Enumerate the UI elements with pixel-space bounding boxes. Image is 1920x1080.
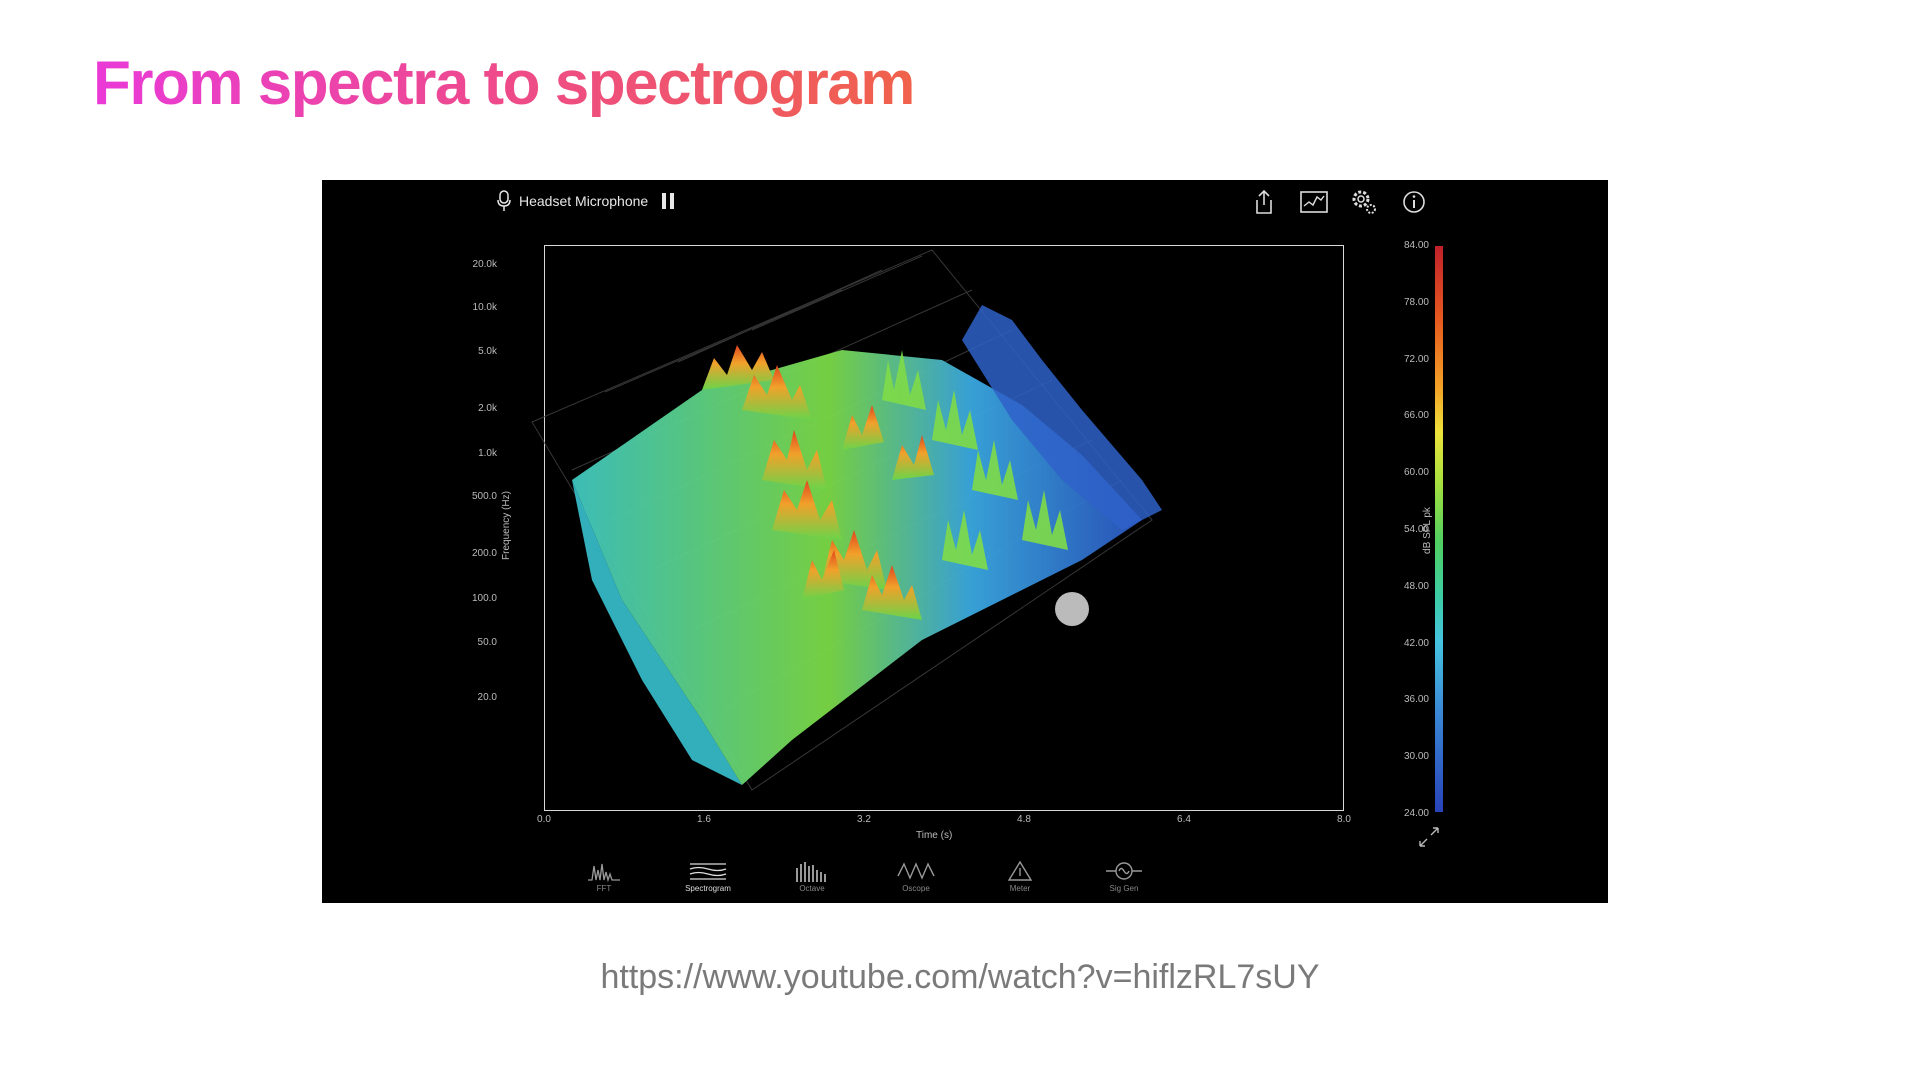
plot-area[interactable] bbox=[544, 245, 1344, 811]
colorbar-tick: 48.00 bbox=[1403, 580, 1429, 592]
y-tick: 500.0 bbox=[471, 491, 497, 502]
video-frame[interactable]: Headset Microphone bbox=[322, 180, 1608, 903]
graph-icon[interactable] bbox=[1298, 186, 1330, 218]
colorbar-tick: 78.00 bbox=[1403, 296, 1429, 308]
tab-label: Sig Gen bbox=[1109, 884, 1139, 893]
spectrogram-surface bbox=[531, 249, 1162, 791]
x-tick: 0.0 bbox=[537, 814, 551, 825]
x-tick: 4.8 bbox=[1017, 814, 1031, 825]
meter-icon bbox=[1007, 860, 1033, 881]
spectrogram-icon bbox=[689, 863, 727, 880]
colorbar bbox=[1435, 246, 1443, 812]
colorbar-tick: 36.00 bbox=[1403, 694, 1429, 706]
tab-label: Oscope bbox=[902, 884, 930, 893]
colorbar-tick: 66.00 bbox=[1403, 410, 1429, 422]
colorbar-tick: 24.00 bbox=[1403, 808, 1429, 819]
y-axis-label: Frequency (Hz) bbox=[500, 491, 512, 560]
expand-icon[interactable] bbox=[1417, 825, 1441, 849]
tab-label: Spectrogram bbox=[685, 884, 731, 893]
tab-spectrogram[interactable]: Spectrogram bbox=[663, 860, 753, 893]
tab-label: FFT bbox=[596, 884, 612, 893]
x-tick: 3.2 bbox=[857, 814, 871, 825]
colorbar-tick: 42.00 bbox=[1403, 637, 1429, 649]
tab-label: Meter bbox=[1009, 884, 1031, 893]
y-tick: 100.0 bbox=[471, 593, 497, 604]
input-device-label: Headset Microphone bbox=[519, 193, 649, 209]
colorbar-tick: 30.00 bbox=[1403, 751, 1429, 763]
y-tick: 200.0 bbox=[471, 548, 497, 559]
x-tick: 6.4 bbox=[1177, 814, 1191, 825]
info-icon[interactable] bbox=[1398, 186, 1430, 218]
settings-icon[interactable] bbox=[1348, 186, 1380, 218]
x-tick: 8.0 bbox=[1337, 814, 1351, 825]
fft-icon bbox=[588, 863, 620, 882]
colorbar-tick: 84.00 bbox=[1403, 240, 1429, 251]
tab-meter[interactable]: Meter bbox=[975, 860, 1065, 893]
tab-octave[interactable]: Octave bbox=[767, 860, 857, 893]
y-tick: 50.0 bbox=[477, 637, 497, 648]
oscope-icon bbox=[897, 862, 935, 880]
y-tick: 10.0k bbox=[472, 302, 497, 313]
share-icon[interactable] bbox=[1248, 186, 1280, 218]
octave-icon bbox=[796, 862, 826, 882]
siggen-icon bbox=[1106, 862, 1142, 880]
slide-title: From spectra to spectrogram bbox=[93, 49, 915, 118]
colorbar-tick: 60.00 bbox=[1403, 467, 1429, 479]
input-selector[interactable]: Headset Microphone bbox=[497, 190, 675, 212]
pause-icon[interactable] bbox=[662, 193, 675, 209]
colorbar-tick: 54.00 bbox=[1403, 524, 1429, 535]
x-axis-label: Time (s) bbox=[916, 830, 953, 841]
analyzer-tabs: FFT Spectrogram Octave Oscope Meter Sig … bbox=[322, 860, 1608, 903]
y-tick: 20.0k bbox=[472, 259, 497, 270]
y-tick: 5.0k bbox=[478, 346, 497, 357]
y-tick: 2.0k bbox=[478, 403, 497, 414]
tab-oscope[interactable]: Oscope bbox=[871, 860, 961, 893]
tab-siggen[interactable]: Sig Gen bbox=[1079, 860, 1169, 893]
y-tick: 20.0 bbox=[477, 692, 497, 703]
toolbar bbox=[1248, 186, 1430, 218]
x-tick: 1.6 bbox=[697, 814, 711, 825]
tab-fft[interactable]: FFT bbox=[559, 860, 649, 893]
colorbar-tick: 72.00 bbox=[1403, 353, 1429, 365]
microphone-icon bbox=[497, 190, 511, 211]
touch-indicator bbox=[1055, 592, 1089, 626]
source-url[interactable]: https://www.youtube.com/watch?v=hiflzRL7… bbox=[600, 958, 1320, 996]
tab-label: Octave bbox=[799, 884, 825, 893]
y-tick: 1.0k bbox=[478, 448, 497, 459]
